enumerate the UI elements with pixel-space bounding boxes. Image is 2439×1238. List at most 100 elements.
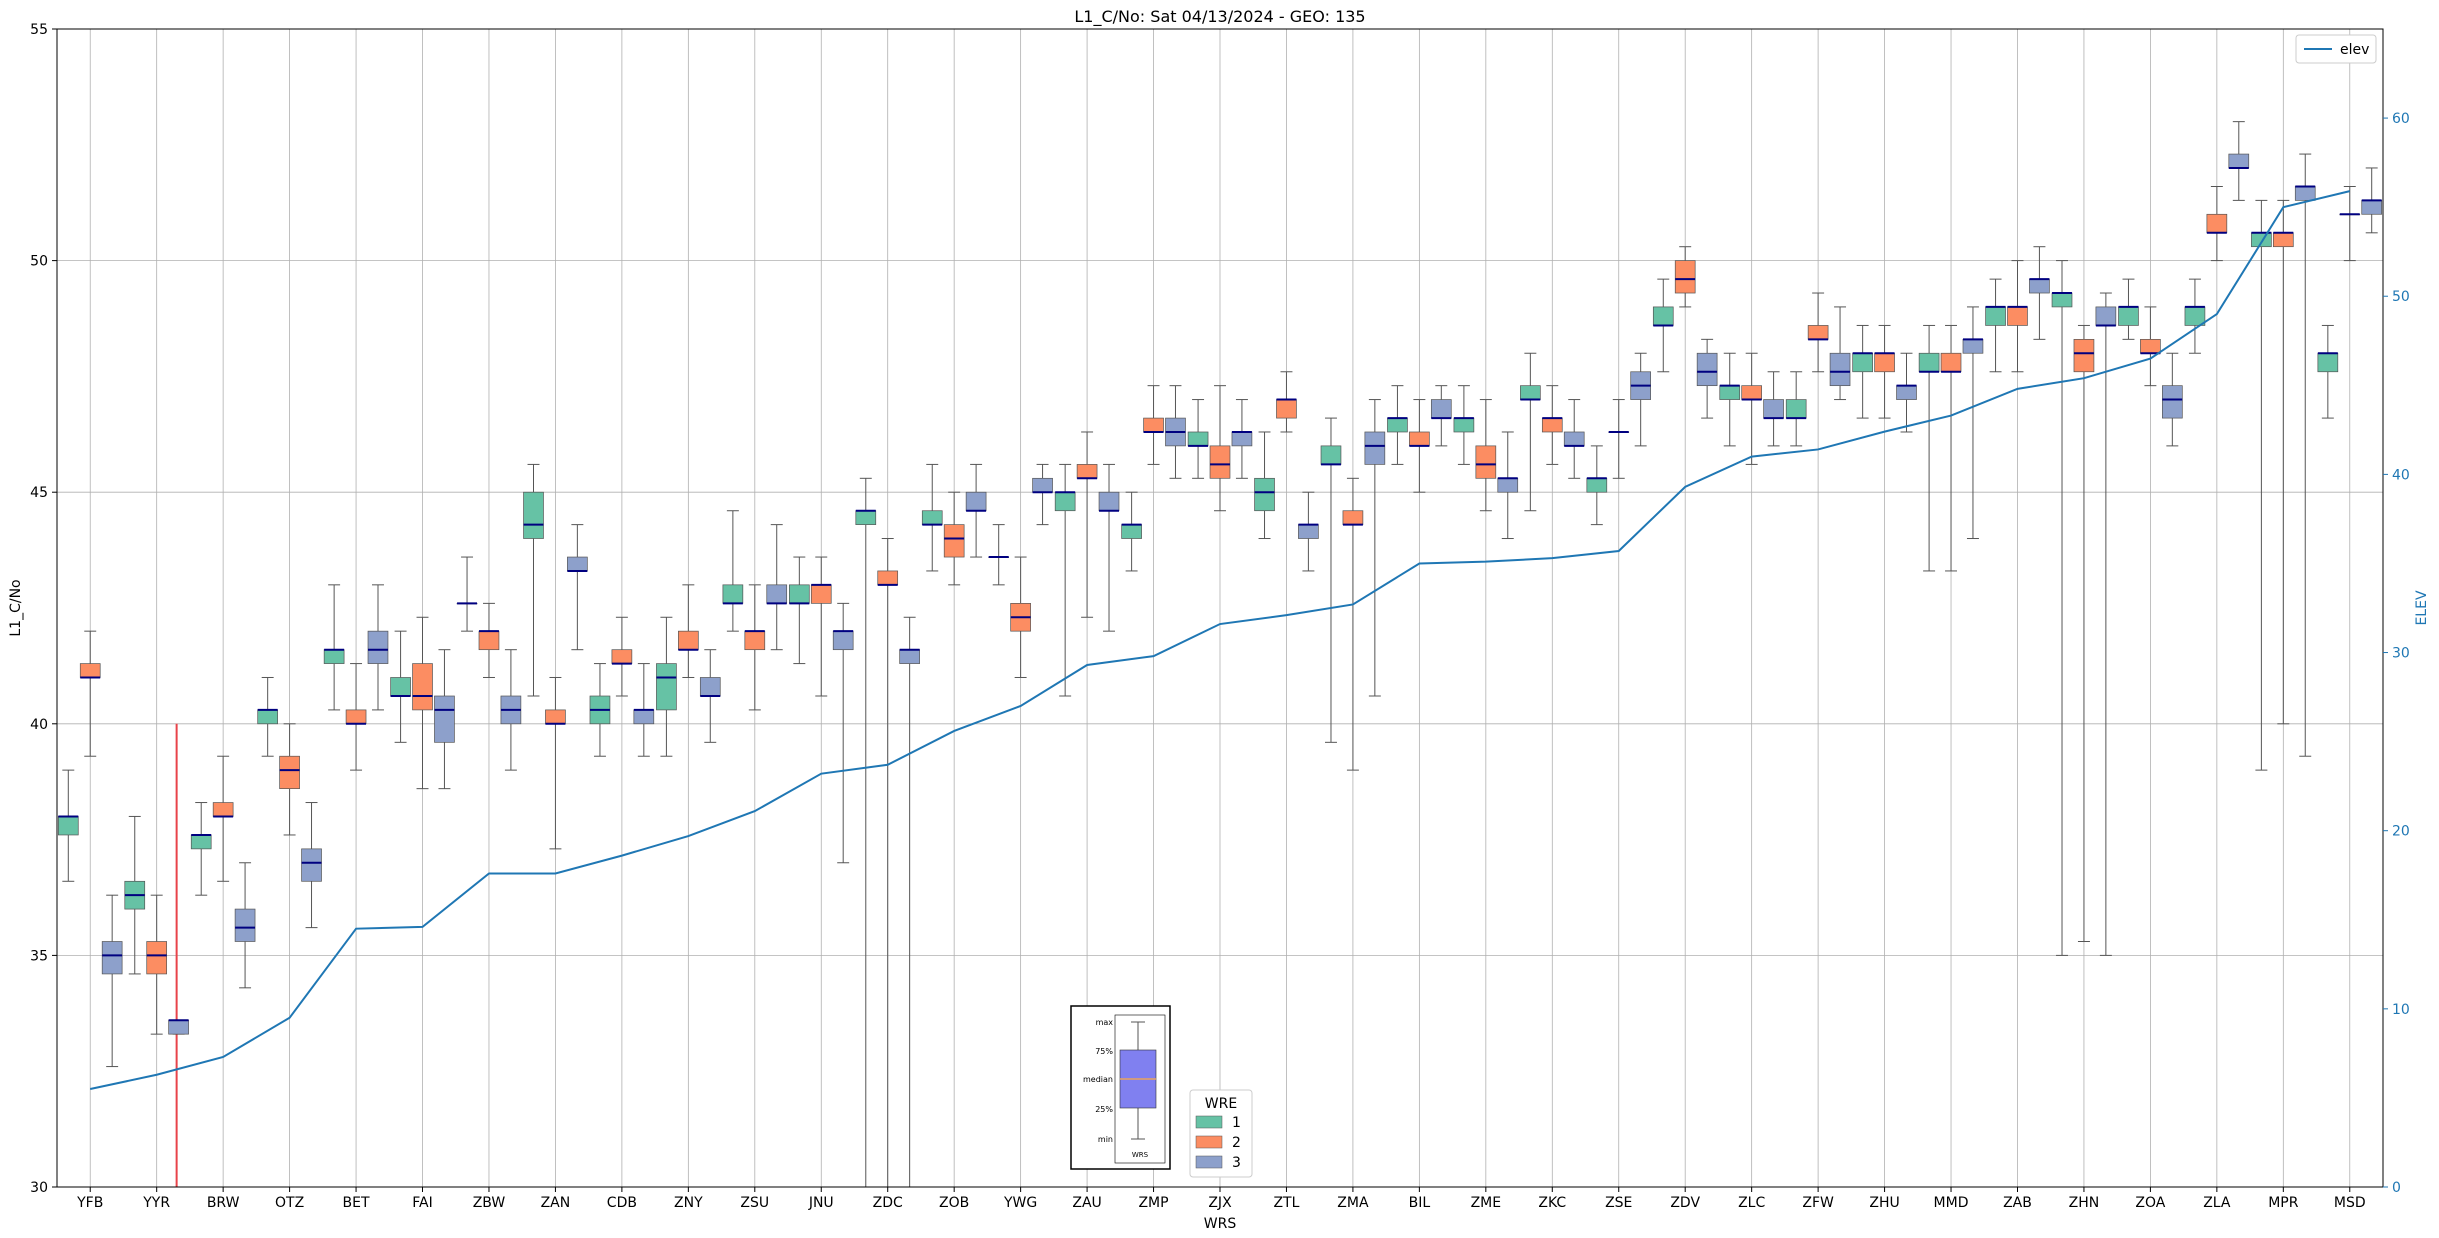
y-right-tick-label-0: 0 bbox=[2392, 1180, 2401, 1196]
box-zny-wre3 bbox=[699, 649, 721, 743]
elev-legend-label: elev bbox=[2340, 42, 2369, 58]
box-mmd-wre2 bbox=[1940, 324, 1962, 572]
box-zoa-wre1 bbox=[2118, 278, 2139, 340]
iqr-box bbox=[1940, 352, 1962, 373]
iqr-box bbox=[1652, 306, 1674, 326]
x-tick-label-zse: ZSE bbox=[1605, 1195, 1632, 1211]
box-zkc-wre2 bbox=[1541, 385, 1563, 465]
iqr-box bbox=[744, 630, 766, 651]
x-tick-label-zmp: ZMP bbox=[1138, 1195, 1168, 1211]
wre-legend-title: WRE bbox=[1205, 1096, 1237, 1112]
box-zdc-wre3 bbox=[899, 616, 920, 1187]
iqr-box bbox=[1409, 431, 1430, 447]
iqr-box bbox=[832, 630, 854, 651]
box-yfb-wre3 bbox=[101, 894, 123, 1068]
box-zan-wre1 bbox=[523, 463, 544, 697]
box-zau-wre2 bbox=[1076, 431, 1098, 618]
box-explainer-xlabel: WRS bbox=[1132, 1151, 1149, 1159]
iqr-box bbox=[1896, 385, 1917, 400]
box-cdb-wre2 bbox=[611, 616, 633, 697]
box-zsu-wre3 bbox=[766, 524, 788, 651]
box-zdv-wre1 bbox=[1652, 278, 1674, 373]
iqr-box bbox=[633, 709, 655, 725]
iqr-box bbox=[1785, 399, 1807, 419]
iqr-box bbox=[1342, 510, 1364, 525]
wre-legend-frame bbox=[1189, 1089, 1253, 1178]
iqr-box bbox=[1918, 352, 1940, 373]
x-tick-label-yyr: YYR bbox=[142, 1195, 170, 1211]
iqr-box bbox=[1563, 431, 1585, 447]
iqr-box bbox=[678, 630, 699, 651]
box-zkc-wre3 bbox=[1563, 399, 1585, 479]
box-zlc-wre3 bbox=[1763, 371, 1784, 447]
box-explainer-label-q3: 75% bbox=[1095, 1047, 1113, 1056]
x-tick-label-zsu: ZSU bbox=[740, 1195, 769, 1211]
box-yfb-wre2 bbox=[79, 630, 101, 757]
iqr-box bbox=[1829, 352, 1851, 387]
iqr-box bbox=[1231, 431, 1253, 447]
x-tick-label-brw: BRW bbox=[207, 1195, 240, 1211]
x-tick-label-zlc: ZLC bbox=[1738, 1195, 1765, 1211]
x-tick-label-zab: ZAB bbox=[2003, 1195, 2032, 1211]
y-tick-label-55: 55 bbox=[30, 22, 48, 38]
iqr-box bbox=[899, 649, 920, 664]
iqr-box bbox=[567, 556, 588, 572]
box-brw-wre1 bbox=[190, 802, 212, 896]
wre-legend-swatch-2 bbox=[1195, 1135, 1223, 1149]
x-tick-label-ywg: YWG bbox=[1003, 1195, 1037, 1211]
box-ywg-wre3 bbox=[1032, 463, 1053, 526]
wre-legend-label-2: 2 bbox=[1232, 1135, 1241, 1151]
iqr-box bbox=[1852, 352, 1873, 373]
iqr-box bbox=[2251, 232, 2272, 248]
iqr-box bbox=[168, 1019, 189, 1035]
iqr-box bbox=[2007, 306, 2028, 326]
box-bet-wre1 bbox=[323, 584, 345, 711]
iqr-box bbox=[545, 709, 566, 725]
x-tick-label-bil: BIL bbox=[1409, 1195, 1431, 1211]
x-tick-label-zfw: ZFW bbox=[1802, 1195, 1834, 1211]
iqr-box bbox=[1298, 524, 1319, 539]
box-mpr-wre3 bbox=[2294, 153, 2316, 757]
iqr-box bbox=[279, 755, 300, 789]
box-bil-wre1 bbox=[1387, 385, 1408, 465]
iqr-box bbox=[190, 834, 212, 850]
box-zma-wre1 bbox=[1320, 417, 1342, 743]
x-tick-label-mpr: MPR bbox=[2268, 1195, 2299, 1211]
iqr-box bbox=[57, 816, 79, 836]
box-zhu-wre2 bbox=[1874, 324, 1895, 419]
iqr-box bbox=[367, 630, 389, 664]
iqr-box bbox=[789, 584, 810, 604]
box-otz-wre1 bbox=[257, 676, 278, 757]
box-mmd-wre1 bbox=[1918, 324, 1940, 572]
elev-line-layer bbox=[90, 190, 2351, 1090]
x-tick-label-zkc: ZKC bbox=[1538, 1195, 1566, 1211]
iqr-box bbox=[656, 663, 677, 711]
box-jnu-wre3 bbox=[832, 602, 854, 864]
iqr-box bbox=[1497, 477, 1519, 493]
boxes-layer bbox=[57, 121, 2383, 1187]
box-ywg-wre2 bbox=[1010, 556, 1031, 678]
box-zmp-wre2 bbox=[1143, 385, 1164, 465]
iqr-box bbox=[2073, 338, 2095, 373]
iqr-box bbox=[1254, 477, 1275, 512]
box-zfw-wre1 bbox=[1785, 371, 1807, 447]
box-fai-wre2 bbox=[412, 616, 433, 790]
iqr-box bbox=[1541, 417, 1563, 433]
y-right-tick-label-10: 10 bbox=[2392, 1002, 2410, 1018]
iqr-box bbox=[412, 663, 433, 711]
iqr-box bbox=[965, 491, 987, 512]
iqr-box bbox=[1364, 431, 1386, 465]
iqr-box bbox=[2095, 306, 2117, 326]
box-bil-wre3 bbox=[1430, 385, 1452, 447]
x-tick-label-msd: MSD bbox=[2334, 1195, 2366, 1211]
iqr-box bbox=[390, 677, 411, 697]
iqr-box bbox=[146, 941, 168, 975]
iqr-box bbox=[2317, 352, 2339, 373]
x-tick-label-ztl: ZTL bbox=[1273, 1195, 1299, 1211]
box-explainer-label-min: min bbox=[1098, 1135, 1113, 1144]
box-zdc-wre2 bbox=[877, 538, 899, 1187]
box-yfb-wre1 bbox=[57, 769, 79, 882]
x-tick-label-otz: OTZ bbox=[275, 1195, 304, 1211]
y-axis-right-label: ELEV bbox=[2414, 590, 2430, 625]
box-zab-wre1 bbox=[1985, 278, 2006, 373]
